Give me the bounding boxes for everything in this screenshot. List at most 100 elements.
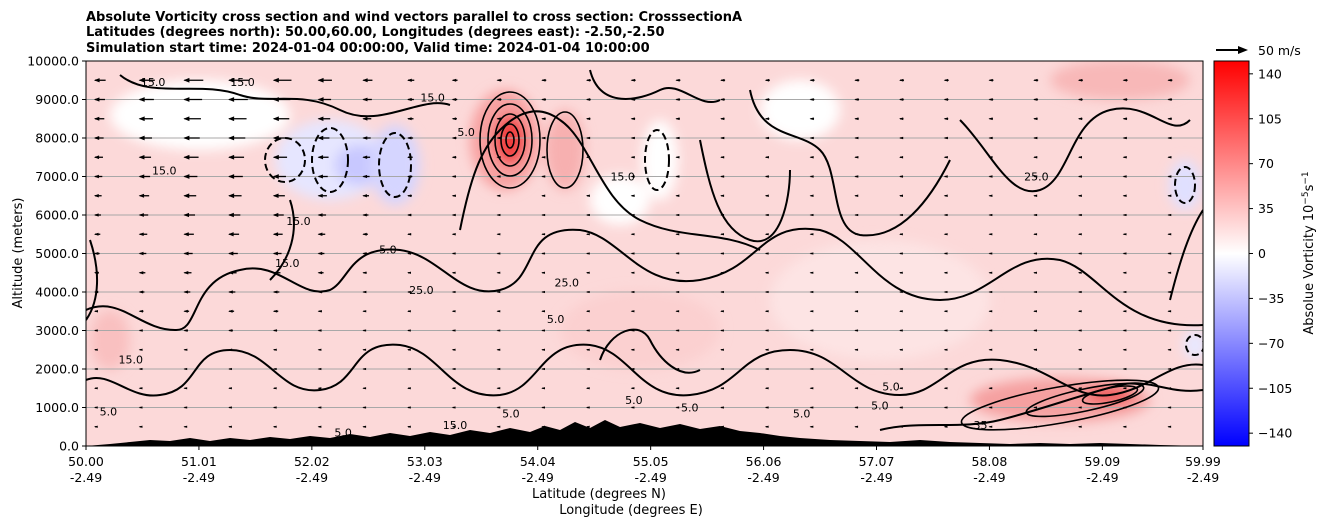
wind-vector-head bbox=[451, 98, 457, 101]
wind-vector-head bbox=[451, 175, 456, 178]
wind-vector-head bbox=[809, 155, 814, 159]
wind-vector-head bbox=[362, 271, 367, 275]
wind-vector-head bbox=[1167, 348, 1172, 351]
wind-vector-head bbox=[1122, 136, 1127, 140]
wind-vector-head bbox=[541, 348, 545, 351]
wind-vector-head bbox=[720, 233, 724, 236]
wind-vector-head bbox=[1122, 78, 1127, 82]
wind-vector-head bbox=[228, 135, 235, 141]
wind-vector-head bbox=[138, 387, 143, 390]
wind-vector-head bbox=[183, 77, 190, 83]
colorbar-tick-label: −140 bbox=[1258, 426, 1292, 441]
terrain bbox=[86, 420, 1203, 446]
contour-label: 15.0 bbox=[141, 76, 166, 89]
y-tick-label: 6000.0 bbox=[35, 208, 79, 223]
contour-label: 5.0 bbox=[882, 380, 900, 393]
wind-vector-head bbox=[1167, 290, 1172, 294]
wind-vector-head bbox=[809, 175, 814, 178]
wind-vector-head bbox=[1033, 136, 1038, 140]
high-contour bbox=[505, 131, 515, 149]
wind-vector-head bbox=[496, 271, 501, 274]
contour-label: 5.0 bbox=[793, 407, 811, 420]
wind-vector-head bbox=[854, 271, 859, 274]
wind-vector-head bbox=[1077, 233, 1082, 236]
wind-vector-head bbox=[675, 136, 680, 140]
contour-label: 5.0 bbox=[871, 400, 889, 413]
contour-line bbox=[879, 382, 1203, 431]
wind-vector-head bbox=[585, 425, 590, 428]
colorbar-tick-label: 35 bbox=[1258, 201, 1274, 216]
wind-vector-head bbox=[1167, 117, 1172, 121]
wind-vector-head bbox=[764, 406, 769, 409]
y-tick-label: 10000.0 bbox=[27, 54, 79, 69]
contour-label: 15.0 bbox=[275, 257, 300, 270]
wind-vector-head bbox=[764, 194, 769, 197]
wind-vector-head bbox=[138, 425, 143, 428]
wind-vector-head bbox=[272, 251, 278, 256]
wind-vector-head bbox=[764, 425, 769, 428]
wind-vector-head bbox=[898, 271, 903, 274]
wind-vector-head bbox=[451, 136, 457, 140]
wind-vector-head bbox=[630, 194, 635, 197]
wind-vector-head bbox=[585, 310, 590, 313]
wind-vector-head bbox=[898, 406, 903, 409]
wind-vector-head bbox=[675, 155, 680, 159]
wind-vector-head bbox=[675, 117, 680, 121]
wind-vector-head bbox=[407, 136, 412, 140]
wind-vector-head bbox=[988, 387, 993, 390]
wind-vector-head bbox=[1077, 194, 1082, 197]
wind-vector-head bbox=[1077, 348, 1082, 351]
wind-vector-head bbox=[407, 387, 411, 390]
wind-vector-head bbox=[898, 117, 904, 121]
wind-vector-head bbox=[228, 116, 235, 122]
wind-vector-head bbox=[407, 78, 412, 82]
contour-labels: 15.0 15.0 15.0 5.0 15.0 15.0 15.0 25.0 25.0 5.0 15… bbox=[100, 76, 1049, 439]
wind-vector-head bbox=[451, 252, 456, 255]
wind-vector-head bbox=[675, 213, 680, 217]
wind-vector-head bbox=[272, 387, 277, 390]
wind-vector-head bbox=[1077, 310, 1082, 313]
x-tick-label-lat: 57.07 bbox=[859, 454, 895, 469]
wind-vector-head bbox=[585, 406, 590, 409]
wind-vector-head bbox=[407, 232, 412, 236]
wind-vector-head bbox=[854, 348, 859, 351]
wind-vector-head bbox=[272, 329, 278, 332]
wind-vector-head bbox=[854, 367, 859, 371]
y-axis: 0.0 1000.0 2000.0 3000.0 4000.0 5000.0 6000.0 7… bbox=[27, 54, 86, 454]
contour-label: 5.0 bbox=[502, 407, 520, 420]
wind-vector-head bbox=[898, 98, 904, 101]
wind-vector-head bbox=[988, 175, 993, 178]
wind-vector-head bbox=[585, 98, 591, 101]
contour-label: 5.0 bbox=[100, 405, 118, 418]
wind-vector-head bbox=[898, 78, 904, 82]
wind-vector-head bbox=[228, 97, 235, 102]
contour-line bbox=[86, 343, 1203, 397]
wind-vector-head bbox=[183, 97, 190, 102]
x-tick-label-lon: -2.49 bbox=[409, 470, 441, 485]
wind-vector-head bbox=[898, 252, 903, 255]
plot-area: 15.0 15.0 15.0 5.0 15.0 15.0 15.0 25.0 25.0 5.0 15… bbox=[86, 61, 1203, 446]
wind-vector-head bbox=[496, 425, 501, 428]
wind-vector-head bbox=[228, 232, 234, 237]
wind-vector-head bbox=[272, 232, 279, 237]
wind-vector-head bbox=[720, 310, 724, 313]
wind-vector-head bbox=[272, 290, 278, 294]
wind-vector-head bbox=[1122, 348, 1127, 351]
wind-vector-head bbox=[93, 213, 99, 217]
wind-vector-head bbox=[720, 175, 725, 178]
wind-vector-head bbox=[764, 252, 769, 255]
high-contour bbox=[1025, 382, 1145, 418]
y-tick-label: 5000.0 bbox=[35, 246, 79, 261]
wind-vector-head bbox=[541, 175, 546, 178]
wind-vector-head bbox=[675, 233, 680, 236]
wind-vector-head bbox=[228, 387, 232, 390]
wind-vector-head bbox=[585, 290, 590, 294]
vorticity-contours bbox=[86, 69, 1203, 431]
wind-vector-head bbox=[451, 367, 456, 371]
wind-vector-head bbox=[809, 117, 814, 121]
wind-vector-head bbox=[272, 154, 279, 160]
wind-vector-head bbox=[362, 136, 368, 140]
wind-vector-head bbox=[988, 117, 993, 121]
wind-vector-head bbox=[183, 154, 190, 160]
wind-vector-head bbox=[407, 310, 411, 313]
